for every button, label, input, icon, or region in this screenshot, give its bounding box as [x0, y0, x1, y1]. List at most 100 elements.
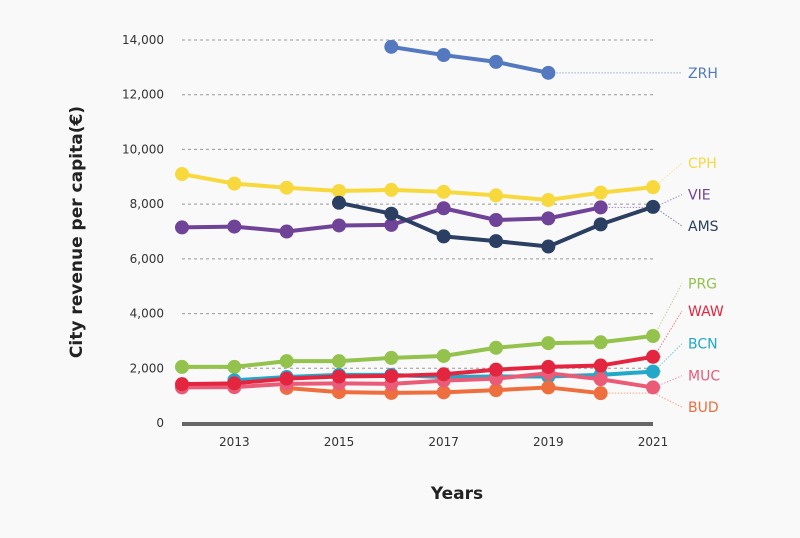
data-point	[541, 336, 556, 351]
y-tick-label: 14,000	[122, 33, 164, 47]
series-line	[181, 354, 654, 387]
x-tick-label: 2017	[428, 435, 459, 449]
series-cph	[175, 167, 660, 208]
data-point	[279, 371, 294, 386]
data-point	[436, 48, 451, 63]
data-point	[227, 359, 242, 374]
series-label-bud: BUD	[688, 400, 719, 416]
data-point	[541, 359, 556, 374]
x-tick-label: 2021	[638, 435, 669, 449]
series-line	[182, 334, 654, 369]
series-line	[391, 44, 549, 75]
data-point	[175, 220, 189, 235]
data-point	[646, 349, 660, 364]
series-label-vie: VIE	[688, 188, 711, 204]
x-tick-label: 2019	[533, 435, 564, 449]
data-point	[646, 199, 660, 214]
series-label-zrh: ZRH	[688, 66, 718, 82]
data-point	[593, 217, 608, 232]
data-point	[489, 340, 503, 355]
data-point	[541, 193, 556, 208]
data-point	[541, 239, 556, 254]
data-point	[332, 195, 346, 210]
series-group	[175, 39, 660, 401]
data-point	[436, 229, 451, 244]
data-point	[593, 358, 608, 373]
data-point	[436, 201, 451, 216]
data-point	[384, 39, 399, 54]
leader-line	[653, 283, 683, 337]
data-point	[332, 218, 346, 233]
y-tick-label: 2,000	[130, 361, 164, 375]
series-vie	[175, 200, 608, 239]
x-axis-ticks: 2013 2015 2017 2019 2021	[219, 435, 668, 449]
series-prg	[175, 329, 660, 374]
data-point	[541, 380, 556, 395]
data-point	[332, 369, 346, 384]
y-tick-label: 12,000	[122, 88, 164, 102]
data-point	[489, 362, 503, 377]
data-point	[489, 188, 503, 203]
y-tick-label: 4,000	[130, 307, 164, 321]
data-point	[384, 368, 399, 383]
data-point	[227, 219, 242, 234]
series-ams	[332, 195, 660, 254]
data-point	[593, 335, 608, 350]
data-point	[279, 180, 294, 195]
series-bud	[279, 380, 608, 401]
data-point	[384, 217, 399, 232]
series-label-cph: CPH	[688, 156, 717, 172]
data-point	[593, 372, 608, 387]
data-point	[646, 329, 660, 344]
data-point	[489, 383, 503, 398]
data-point	[332, 354, 346, 369]
series-line	[181, 371, 654, 390]
leader-line	[608, 392, 683, 408]
data-point	[227, 376, 242, 391]
data-point	[384, 350, 399, 365]
y-axis-title: City revenue per capita(€)	[67, 106, 87, 358]
series-label-waw: WAW	[688, 304, 724, 320]
series-line	[181, 172, 654, 203]
data-point	[436, 184, 451, 199]
series-label-muc: MUC	[688, 369, 720, 385]
series-labels: ZRH CPH VIE AMS PRG WAW BCN MUC BUD	[688, 66, 724, 416]
data-point	[541, 211, 556, 226]
data-point	[384, 206, 399, 221]
series-zrh	[384, 39, 556, 80]
data-point	[227, 176, 242, 191]
data-point	[489, 54, 503, 69]
x-tick-label: 2013	[219, 435, 250, 449]
data-point	[384, 182, 399, 197]
gridlines	[182, 39, 653, 369]
data-point	[279, 224, 294, 239]
series-label-bcn: BCN	[688, 337, 718, 353]
x-axis-title: Years	[430, 484, 483, 504]
y-tick-label: 10,000	[122, 142, 164, 156]
data-point	[175, 359, 189, 374]
y-axis-ticks: 0 2,000 4,000 6,000 8,000 10,000 12,000 14,000	[122, 33, 164, 430]
y-tick-label: 8,000	[130, 197, 164, 211]
data-point	[436, 385, 451, 400]
data-point	[646, 180, 660, 195]
leader-line	[608, 194, 683, 208]
series-waw	[175, 349, 660, 392]
data-point	[593, 386, 608, 401]
data-point	[436, 348, 451, 363]
data-point	[175, 377, 189, 392]
y-tick-label: 6,000	[130, 252, 164, 266]
data-point	[541, 65, 556, 80]
data-point	[593, 185, 608, 200]
data-point	[489, 213, 503, 228]
data-point	[175, 167, 189, 182]
label-leader-lines	[556, 72, 683, 408]
y-tick-label: 0	[156, 416, 164, 430]
data-point	[646, 380, 660, 395]
series-label-prg: PRG	[688, 276, 717, 292]
data-point	[332, 184, 346, 199]
data-point	[646, 364, 660, 379]
data-point	[279, 354, 294, 369]
data-point	[489, 234, 503, 249]
data-point	[436, 367, 451, 382]
